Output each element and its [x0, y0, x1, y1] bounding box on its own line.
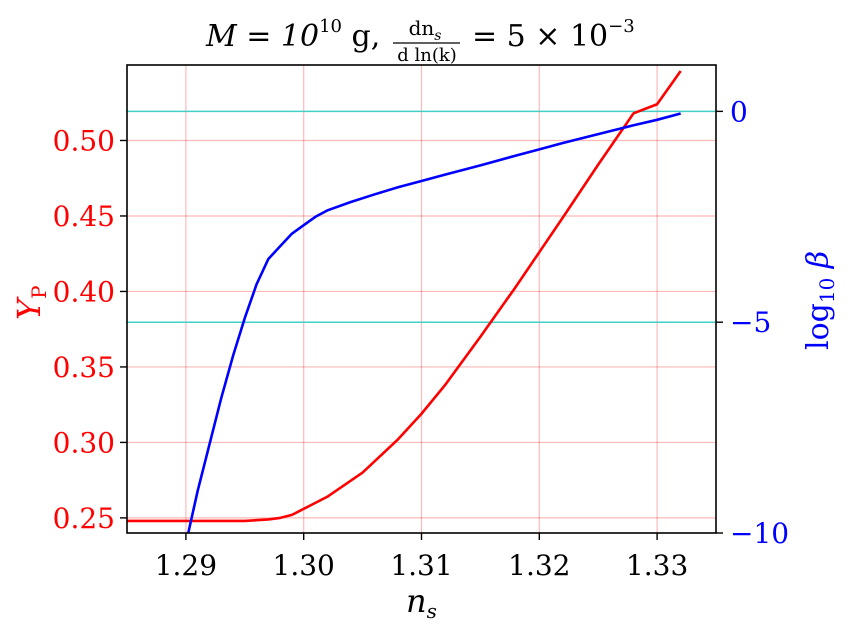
title-unit: g,: [342, 19, 380, 54]
y-left-tick-label: 0.25: [53, 502, 115, 535]
x-tick-label: 1.31: [390, 549, 452, 582]
reference-lines: [127, 110, 716, 323]
title-main-sup: 10: [319, 16, 342, 37]
series-line-log-beta: [186, 112, 681, 534]
series-line-yp: [127, 70, 682, 523]
grid-layer: [127, 65, 716, 533]
title-frac-den: d ln(k): [397, 45, 457, 66]
x-axis-label: ns: [406, 582, 437, 623]
y-left-tick-label: 0.40: [53, 275, 115, 308]
x-tick-label: 1.29: [155, 549, 217, 582]
title-rhs-sup: −3: [608, 16, 635, 37]
y-left-tick-label: 0.35: [53, 351, 115, 384]
y-left-tick-label: 0.45: [53, 200, 115, 233]
y-right-tick-label: 0: [730, 95, 748, 128]
x-tick-label: 1.30: [273, 549, 335, 582]
series-layer: [127, 70, 682, 534]
y-right-tick-label: −10: [730, 517, 789, 550]
x-tick-label: 1.33: [626, 549, 688, 582]
title-main: M = 10: [205, 19, 319, 54]
svg-text:dns: dns: [409, 16, 442, 44]
y-left-tick-label: 0.50: [53, 124, 115, 157]
svg-text:= 5 × 10−3: = 5 × 10−3: [472, 16, 635, 54]
svg-text:M = 1010 g,: M = 1010 g,: [205, 16, 380, 54]
y-axis-right-label: log10 β: [801, 251, 839, 350]
x-tick-label: 1.32: [508, 549, 570, 582]
y-axis-left-label: YP: [10, 285, 51, 320]
chart-title: M = 1010 g, dns d ln(k) = 5 × 10−3: [205, 16, 635, 66]
title-rhs: = 5 × 10: [472, 19, 608, 54]
title-frac-num-sub: s: [434, 28, 441, 44]
y-left-tick-label: 0.30: [53, 426, 115, 459]
title-frac-num: dn: [409, 16, 435, 40]
y-right-tick-label: −5: [730, 306, 771, 339]
tick-layer: 1.29 1.30 1.31 1.32 1.33 0.25 0.30 0.35 0.40 0.45…: [53, 95, 789, 582]
